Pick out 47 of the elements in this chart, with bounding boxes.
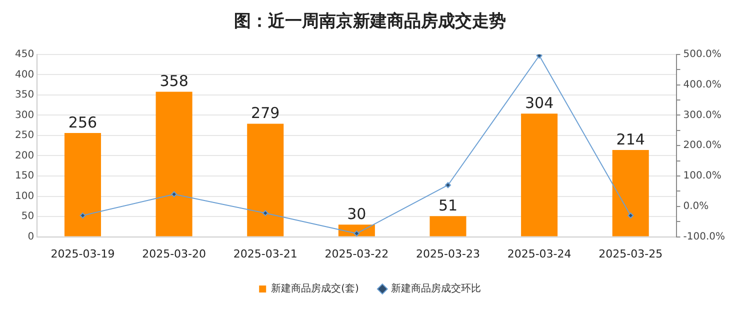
x-tick-label: 2025-03-21 [233, 247, 298, 260]
y-tick-label: 250 [14, 130, 34, 142]
y2-tick-label: 200.0% [683, 140, 722, 152]
data-label: 214 [616, 130, 645, 148]
y2-tick-label: 0.0% [683, 200, 709, 212]
x-tick-label: 2025-03-25 [598, 247, 663, 260]
x-tick-label: 2025-03-24 [507, 247, 572, 260]
x-tick-label: 2025-03-19 [50, 247, 115, 260]
point [262, 210, 268, 216]
legend-label: 新建商品房成交环比 [390, 282, 481, 295]
y2-tick-label: -100.0% [683, 231, 726, 242]
bar [156, 92, 192, 236]
y2-tick-label: 500.0% [683, 48, 722, 60]
point [80, 212, 86, 219]
bar [64, 133, 102, 236]
legend-label: 新建商品房成交(套) [271, 282, 359, 295]
y-tick-label: 200 [14, 150, 34, 162]
x-tick-label: 2025-03-20 [142, 247, 206, 260]
data-label: 30 [347, 205, 366, 224]
y-tick-label: 150 [14, 170, 34, 182]
y-tick-label: 300 [14, 110, 34, 121]
bar [247, 124, 284, 236]
point [354, 230, 360, 236]
x-tick-label: 2025-03-22 [324, 247, 389, 260]
point [536, 54, 542, 59]
point [171, 191, 178, 198]
bar [612, 150, 649, 236]
data-label: 256 [68, 113, 98, 132]
y-tick-label: 100 [14, 190, 34, 202]
data-label: 279 [251, 104, 280, 122]
y-tick-label: 400 [14, 69, 34, 80]
y-tick-label: 350 [14, 90, 34, 101]
bar [521, 114, 558, 236]
y-tick-label: 50 [21, 211, 34, 222]
data-label: 304 [524, 94, 554, 112]
y2-tick-label: 300.0% [683, 110, 722, 121]
x-tick-label: 2025-03-23 [416, 247, 480, 260]
bar [430, 216, 466, 236]
data-label: 358 [160, 72, 188, 90]
data-label: 51 [438, 196, 458, 215]
y2-tick-label: 400.0% [683, 79, 722, 90]
point [628, 212, 634, 219]
y-tick-label: 450 [14, 48, 34, 60]
y2-tick-label: 100.0% [683, 170, 722, 182]
point [444, 182, 451, 188]
chart-title: 图：近一周南京新建商品房成交走势 [234, 12, 506, 32]
y-tick-label: 0 [28, 231, 34, 242]
